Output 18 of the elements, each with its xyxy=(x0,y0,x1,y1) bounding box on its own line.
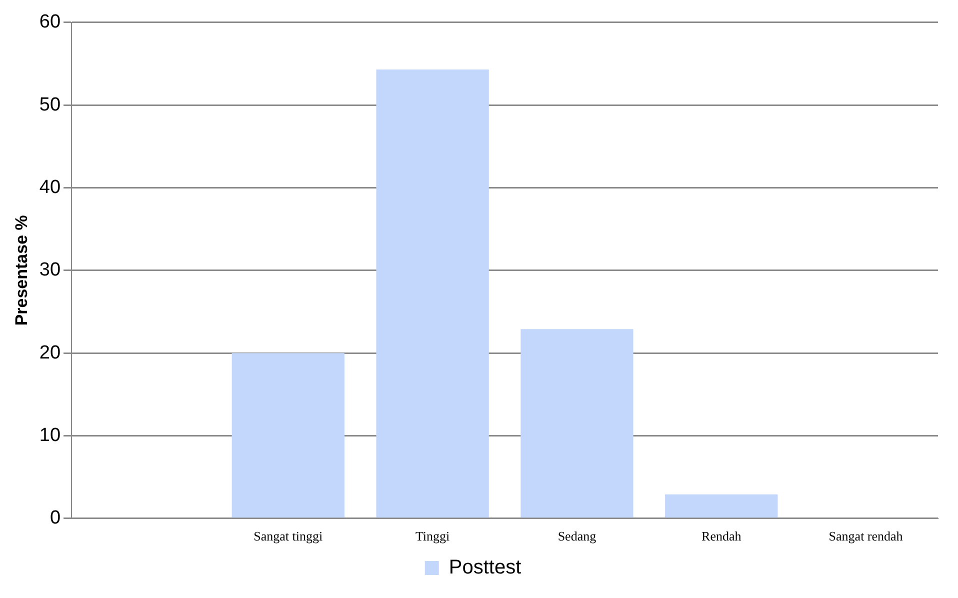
y-tick-label: 30 xyxy=(39,260,61,281)
y-axis-title: Presentase % xyxy=(12,215,31,326)
x-tick-label: Tinggi xyxy=(415,528,450,544)
x-tick-label: Rendah xyxy=(702,528,742,544)
x-tick-label: Sedang xyxy=(558,528,597,544)
y-tick-label: 10 xyxy=(39,424,61,446)
x-tick-label: Sangat tinggi xyxy=(254,528,324,544)
legend-label: Posttest xyxy=(448,556,522,579)
y-tick-label: 60 xyxy=(39,12,61,33)
y-tick-label: 50 xyxy=(39,94,61,116)
bar xyxy=(665,494,778,518)
y-tick-label: 20 xyxy=(39,342,61,364)
bar xyxy=(376,70,489,518)
bar xyxy=(232,353,344,518)
bar xyxy=(520,329,634,518)
x-tick-label: Sangat rendah xyxy=(828,528,904,544)
y-tick-label: 40 xyxy=(39,176,61,198)
y-tick-label: 0 xyxy=(50,508,61,529)
